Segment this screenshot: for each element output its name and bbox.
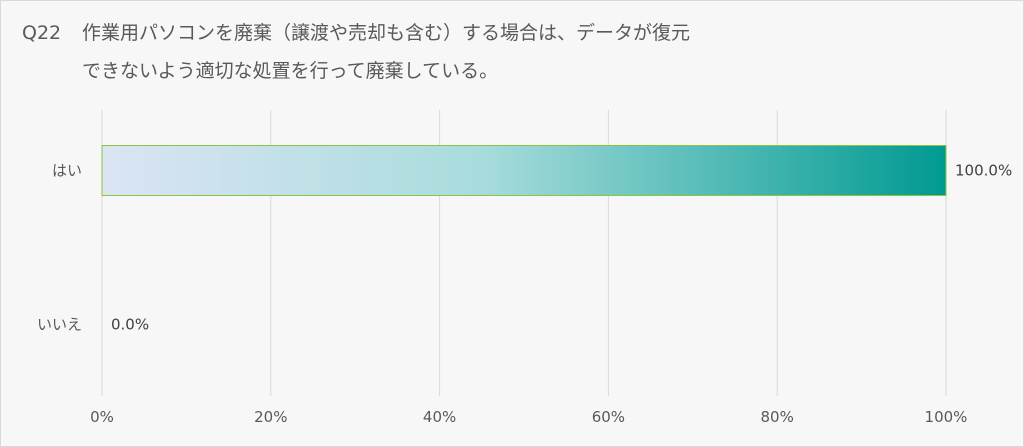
x-tick-label: 40%	[423, 408, 456, 426]
category-label: いいえ	[37, 316, 82, 334]
x-tick-label: 0%	[90, 408, 114, 426]
category-label: はい	[52, 162, 82, 180]
bars	[101, 145, 947, 196]
chart-title: Q22 作業用パソコンを廃棄（譲渡や売却も含む）する場合は、データが復元 できない…	[22, 14, 690, 90]
data-label: 100.0%	[955, 162, 1012, 180]
x-tick-label: 80%	[761, 408, 794, 426]
x-tick-label: 100%	[925, 408, 968, 426]
bar	[101, 145, 947, 196]
title-line-1: 作業用パソコンを廃棄（譲渡や売却も含む）する場合は、データが復元	[82, 22, 691, 44]
labels: 0% 20% 40% 60% 80% 100% はい 100.0% いいえ 0.0%	[37, 162, 1012, 427]
x-tick-label: 20%	[254, 408, 287, 426]
x-tick-label: 60%	[592, 408, 625, 426]
title-line-2: できないよう適切な処置を行って廃棄している。	[82, 60, 499, 82]
question-number: Q22	[22, 22, 62, 44]
data-label: 0.0%	[111, 316, 149, 334]
